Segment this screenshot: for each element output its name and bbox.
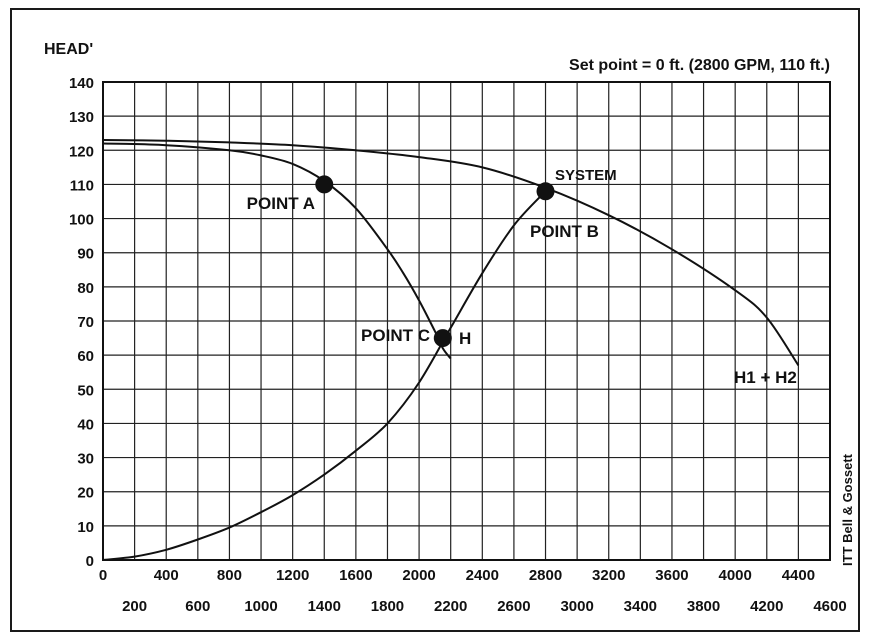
x-tick-label-bottom: 1400 bbox=[308, 598, 341, 615]
x-tick-label-bottom: 200 bbox=[122, 598, 147, 615]
point-label-b: POINT B bbox=[530, 222, 599, 241]
series-line-h1-h2 bbox=[102, 139, 800, 366]
point-label-c: POINT C bbox=[361, 326, 430, 345]
marker-point-b bbox=[536, 182, 555, 201]
x-tick-label-bottom: 4200 bbox=[750, 598, 783, 615]
y-axis-label: HEAD' bbox=[44, 41, 93, 58]
x-tick-label-bottom: 1800 bbox=[371, 598, 404, 615]
x-tick-label-bottom: 2600 bbox=[497, 598, 530, 615]
series-lines bbox=[102, 139, 800, 561]
x-tick-label-bottom: 3800 bbox=[687, 598, 720, 615]
y-tick-label: 20 bbox=[77, 485, 94, 502]
y-tick-label: 80 bbox=[77, 280, 94, 297]
series-label-h1-h2: H1 + H2 bbox=[734, 368, 797, 387]
chart-frame bbox=[10, 8, 860, 632]
operating-points bbox=[315, 175, 555, 348]
y-tick-label: 10 bbox=[77, 519, 94, 536]
x-tick-label-top: 1600 bbox=[339, 567, 372, 584]
x-tick-label-bottom: 3400 bbox=[624, 598, 657, 615]
y-tick-label: 110 bbox=[70, 177, 94, 194]
chart-subtitle: Set point = 0 ft. (2800 GPM, 110 ft.) bbox=[569, 57, 830, 74]
y-tick-label: 40 bbox=[77, 416, 94, 433]
x-tick-label-top: 400 bbox=[154, 567, 179, 584]
grid bbox=[102, 81, 831, 561]
x-tick-label-top: 0 bbox=[99, 567, 107, 584]
series-line-system bbox=[102, 190, 547, 561]
x-tick-label-bottom: 1000 bbox=[244, 598, 277, 615]
y-tick-label: 50 bbox=[77, 382, 94, 399]
plot-border bbox=[102, 81, 831, 561]
series-line-h bbox=[102, 142, 452, 360]
marker-point-a bbox=[315, 175, 334, 194]
point-label-a: POINT A bbox=[247, 194, 315, 213]
series-label-system: SYSTEM bbox=[555, 167, 617, 184]
y-tick-label: 30 bbox=[77, 451, 94, 468]
y-tick-label: 120 bbox=[69, 143, 94, 160]
x-tick-label-bottom: 600 bbox=[185, 598, 210, 615]
x-tick-label-top: 2000 bbox=[402, 567, 435, 584]
y-tick-label: 0 bbox=[86, 553, 94, 570]
y-tick-label: 60 bbox=[77, 348, 94, 365]
x-tick-label-top: 2400 bbox=[466, 567, 499, 584]
marker-point-c bbox=[433, 329, 452, 348]
x-tick-label-bottom: 4600 bbox=[813, 598, 846, 615]
y-tick-label: 130 bbox=[69, 109, 94, 126]
x-tick-label-bottom: 3000 bbox=[560, 598, 593, 615]
x-tick-label-top: 4000 bbox=[718, 567, 751, 584]
x-tick-label-top: 1200 bbox=[276, 567, 309, 584]
x-tick-label-bottom: 2200 bbox=[434, 598, 467, 615]
y-tick-label: 100 bbox=[69, 212, 94, 229]
x-tick-label-top: 3200 bbox=[592, 567, 625, 584]
credit-label: ITT Bell & Gossett bbox=[840, 453, 855, 566]
y-tick-label: 140 bbox=[69, 75, 94, 92]
x-tick-label-top: 4400 bbox=[782, 567, 815, 584]
series-label-h: H bbox=[459, 329, 471, 348]
x-tick-label-top: 3600 bbox=[655, 567, 688, 584]
x-tick-label-top: 2800 bbox=[529, 567, 562, 584]
y-tick-label: 70 bbox=[77, 314, 94, 331]
y-tick-label: 90 bbox=[77, 246, 94, 263]
axes bbox=[102, 81, 831, 561]
x-tick-label-top: 800 bbox=[217, 567, 242, 584]
